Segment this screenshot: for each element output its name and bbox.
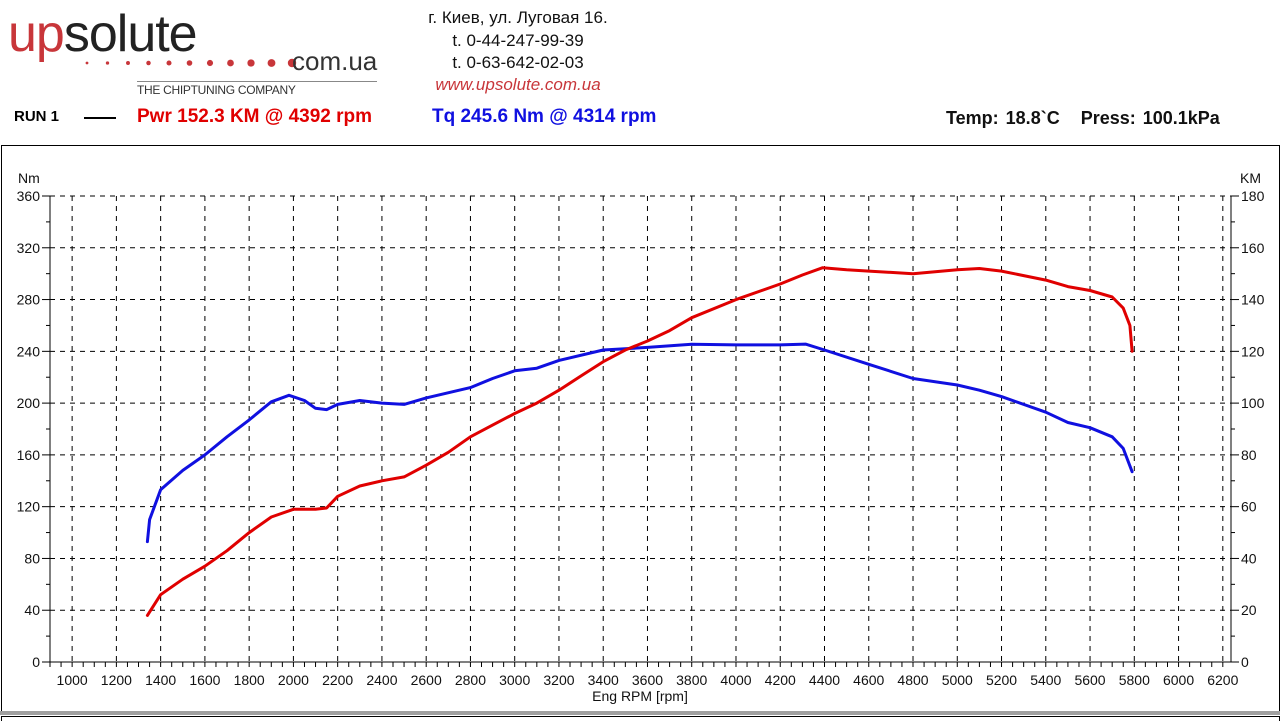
x-tick-label: 3200: [543, 672, 574, 688]
y-left-tick-label: 120: [17, 499, 41, 515]
logo: upsolute: [8, 5, 198, 63]
logo-dot: [186, 60, 193, 66]
logo-dot: [166, 60, 172, 66]
x-tick-label: 6000: [1163, 672, 1194, 688]
y-left-label: Nm: [18, 170, 40, 186]
x-tick-label: 1400: [145, 672, 176, 688]
x-tick-label: 5000: [942, 672, 973, 688]
x-tick-label: 3000: [499, 672, 530, 688]
logo-dot: [267, 59, 276, 67]
x-tick-label: 5200: [986, 672, 1017, 688]
x-tick-label: 4800: [897, 672, 928, 688]
x-tick-label: 5600: [1074, 672, 1105, 688]
y-left-tick-label: 360: [17, 188, 41, 204]
x-tick-label: 4200: [765, 672, 796, 688]
bottom-panel: [1, 716, 1280, 721]
logo-dot: [105, 61, 110, 65]
y-right-tick-label: 160: [1241, 240, 1265, 256]
y-right-tick-label: 100: [1241, 395, 1265, 411]
y-left-tick-label: 200: [17, 395, 41, 411]
logo-dot: [206, 59, 214, 67]
logo-dot: [85, 61, 89, 65]
logo-dot: [126, 61, 130, 65]
y-right-tick-label: 20: [1241, 602, 1257, 618]
series-torque-line: [145, 342, 1134, 544]
torque-summary: Tq 245.6 Nm @ 4314 rpm: [432, 106, 657, 127]
y-left-tick-label: 240: [17, 343, 41, 359]
x-tick-label: 3600: [632, 672, 663, 688]
logo-dots: [85, 58, 297, 68]
website-link[interactable]: www.upsolute.com.ua: [435, 75, 601, 94]
y-right-tick-label: 140: [1241, 292, 1265, 308]
x-tick-label: 1200: [101, 672, 132, 688]
conditions: Temp: 18.8`C Press: 100.1kPa: [946, 108, 1220, 128]
logo-dot: [287, 58, 297, 68]
power-summary: Pwr 152.3 KM @ 4392 rpm: [137, 106, 373, 127]
y-right-label: KM: [1240, 170, 1261, 186]
x-tick-label: 4000: [720, 672, 751, 688]
y-right-tick-label: 40: [1241, 550, 1257, 566]
y-right-tick-label: 0: [1241, 654, 1249, 670]
x-tick-label: 1800: [234, 672, 265, 688]
run-label: RUN 1: [14, 108, 60, 125]
y-left-tick-label: 40: [24, 602, 40, 618]
x-tick-label: 5800: [1119, 672, 1150, 688]
x-axis-label: Eng RPM [rpm]: [592, 688, 688, 704]
logo-solute: solute: [63, 5, 198, 63]
phone-2: t. 0-63-642-02-03: [452, 53, 584, 72]
x-tick-label: 1600: [189, 672, 220, 688]
x-tick-label: 3400: [588, 672, 619, 688]
y-right-tick-label: 80: [1241, 447, 1257, 463]
y-right-tick-label: 180: [1241, 188, 1265, 204]
y-right-tick-label: 120: [1241, 343, 1265, 359]
bottom-bar: [0, 711, 1280, 715]
y-left-tick-label: 280: [17, 292, 41, 308]
x-tick-label: 2000: [278, 672, 309, 688]
series-power-line: [145, 266, 1134, 617]
y-left-tick-label: 320: [17, 240, 41, 256]
x-tick-label: 2600: [411, 672, 442, 688]
y-left-tick-label: 160: [17, 447, 41, 463]
x-tick-label: 5400: [1030, 672, 1061, 688]
run-line-legend: [84, 117, 116, 119]
x-tick-label: 6200: [1207, 672, 1238, 688]
logo-up: up: [8, 5, 65, 63]
phone-1: t. 0-44-247-99-39: [452, 31, 584, 50]
y-left-tick-label: 0: [32, 654, 40, 670]
x-tick-label: 2400: [366, 672, 397, 688]
logo-tagline: THE CHIPTUNING COMPANY: [137, 83, 296, 97]
logo-domain: com.ua: [292, 46, 378, 76]
y-left-tick-label: 80: [24, 550, 40, 566]
x-tick-label: 2200: [322, 672, 353, 688]
x-tick-label: 4600: [853, 672, 884, 688]
x-tick-label: 2800: [455, 672, 486, 688]
logo-dot: [146, 60, 151, 66]
x-tick-label: 4400: [809, 672, 840, 688]
logo-dot: [247, 59, 255, 67]
x-tick-label: 1000: [57, 672, 88, 688]
logo-rule: [137, 81, 377, 82]
logo-dot: [227, 59, 234, 67]
y-right-tick-label: 60: [1241, 499, 1257, 515]
x-tick-label: 3800: [676, 672, 707, 688]
address: г. Киев, ул. Луговая 16.: [428, 8, 608, 27]
